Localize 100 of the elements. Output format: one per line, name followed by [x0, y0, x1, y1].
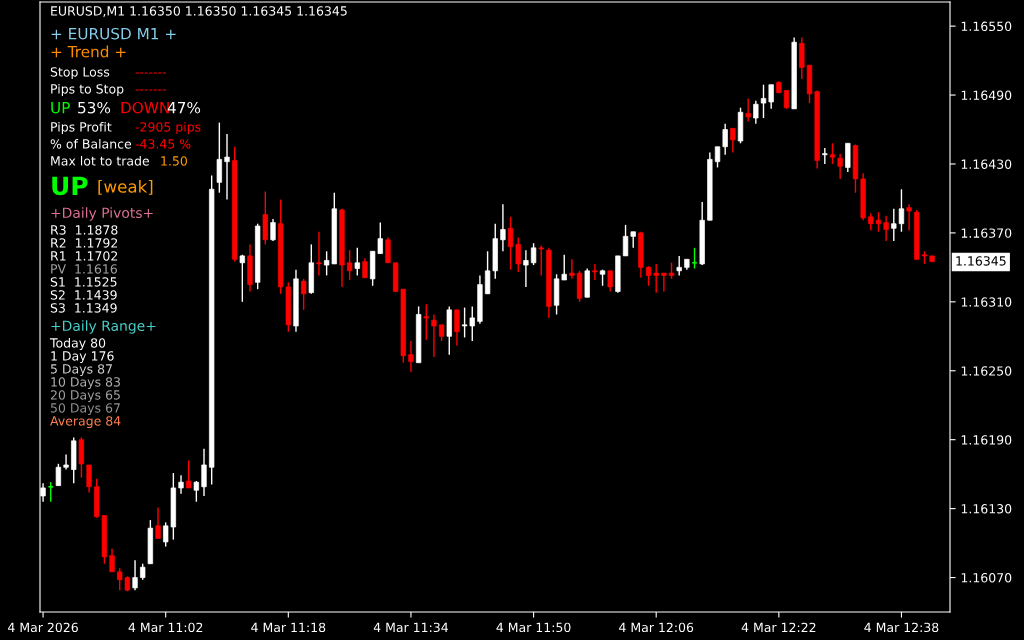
- annotation: -2905 pips: [135, 121, 201, 135]
- x-tick-label: 4 Mar 11:18: [251, 622, 326, 633]
- candlestick: [829, 142, 836, 165]
- candlestick: [500, 203, 506, 252]
- candlestick: [454, 309, 460, 347]
- text: 1.16345: [956, 256, 1006, 266]
- candlestick: [822, 147, 828, 165]
- candlestick: [55, 463, 62, 487]
- candlestick: [676, 255, 682, 277]
- candlestick: [783, 89, 790, 110]
- candlestick: [722, 123, 728, 156]
- candlestick: [768, 84, 774, 110]
- candlestick: [653, 263, 659, 294]
- candlestick: [753, 100, 759, 125]
- annotation: -------: [135, 89, 166, 91]
- annotation: S3 1.1349: [50, 303, 117, 313]
- annotation: 5 Days 87: [50, 364, 112, 377]
- candlestick: [745, 97, 751, 123]
- candlestick: [362, 257, 368, 279]
- candlestick: [883, 214, 889, 242]
- annotation: +Daily Range+: [51, 320, 156, 334]
- candlestick: [760, 84, 767, 119]
- annotation: R2 1.1792: [51, 238, 118, 248]
- candlestick: [270, 218, 276, 242]
- y-tick-label: 1.16370: [961, 228, 1012, 238]
- annotation: R1 1.1702: [51, 251, 118, 261]
- candlestick: [691, 247, 698, 270]
- candlestick: [898, 188, 905, 233]
- chart-title: EURUSD,M1 1.16350 1.16350 1.16345 1.16345: [51, 6, 347, 17]
- annotation: UP: [51, 102, 70, 114]
- candlestick: [86, 464, 92, 494]
- candlestick: [346, 249, 353, 281]
- x-tick-label: 4 Mar 11:02: [128, 622, 203, 633]
- candlestick: [186, 459, 192, 489]
- annotation: Pips Profit: [51, 121, 112, 135]
- candlestick: [408, 340, 414, 373]
- x-tick-label: 4 Mar 12:38: [864, 622, 939, 633]
- candlestick: [569, 258, 575, 280]
- annotation: Today 80: [49, 337, 106, 351]
- annotation: 1 Day 176: [51, 351, 114, 364]
- x-tick-label: 4 Mar 11:50: [496, 622, 571, 633]
- candlestick: [63, 453, 69, 471]
- candlestick: [47, 481, 54, 503]
- annotation: + EURUSD M1 +: [51, 27, 176, 40]
- candlestick: [530, 242, 537, 266]
- candlestick: [891, 208, 897, 242]
- candlestick: [354, 247, 360, 277]
- annotation: 47%: [167, 101, 201, 114]
- annotation: Average 84: [50, 416, 121, 429]
- y-tick-label: 1.16130: [961, 504, 1012, 514]
- candlestick: [239, 254, 245, 303]
- y-tick-label: 1.16550: [961, 21, 1012, 32]
- annotation: -------: [135, 72, 166, 74]
- candlestick: [730, 127, 736, 154]
- y-tick-label: 1.16490: [961, 90, 1012, 100]
- candlestick: [906, 203, 912, 232]
- y-tick-label: 1.16190: [961, 435, 1012, 445]
- y-tick-label: 1.16070: [961, 573, 1012, 583]
- candlestick: [216, 121, 222, 194]
- annotation: 1.50: [161, 156, 187, 166]
- annotation: 10 Days 83: [51, 377, 120, 390]
- annotation: S1 1.1525: [50, 277, 117, 287]
- candlestick: [538, 244, 544, 277]
- annotation: 50 Days 67: [50, 403, 120, 416]
- candlestick: [201, 448, 207, 497]
- annotation: Stop Loss: [50, 67, 110, 80]
- candlestick: [431, 313, 437, 358]
- candlestick: [523, 249, 529, 288]
- candlestick: [622, 224, 629, 257]
- candlestick: [645, 265, 652, 287]
- x-tick-label: 4 Mar 12:22: [741, 622, 816, 633]
- annotation: DOWN: [121, 101, 169, 114]
- y-tick-label: 1.16310: [961, 297, 1012, 307]
- candlestick: [132, 559, 138, 591]
- candlestick: [423, 303, 429, 341]
- annotation: -43.45 %: [135, 139, 191, 149]
- y-tick-label: 1.16250: [961, 366, 1012, 376]
- candlestick: [385, 236, 391, 264]
- annotation: Pips to Stop: [51, 83, 124, 97]
- annotation: PV 1.1616: [51, 264, 117, 274]
- candlestick: [193, 480, 199, 503]
- x-tick-label: 4 Mar 2026: [8, 622, 78, 633]
- candlestick: [301, 278, 307, 311]
- annotation: % of Balance: [50, 138, 132, 149]
- candlestick: [316, 231, 322, 277]
- candlestick: [875, 211, 882, 233]
- annotation: 53%: [78, 101, 111, 114]
- x-tick-label: 4 Mar 12:06: [619, 622, 694, 633]
- annotation: S2 1.1439: [50, 290, 117, 300]
- candlestick: [714, 146, 721, 169]
- candlestick: [607, 270, 613, 293]
- candlestick: [837, 152, 843, 180]
- annotation: + Trend +: [51, 45, 126, 58]
- annotation: +Daily Pivots+: [51, 207, 153, 221]
- candlestick: [224, 133, 230, 201]
- candlestick: [155, 506, 161, 540]
- x-tick-label: 4 Mar 11:34: [373, 622, 448, 633]
- annotation: UP: [52, 176, 88, 196]
- annotation: Max lot to trade: [51, 155, 149, 166]
- annotation: [weak]: [98, 179, 153, 195]
